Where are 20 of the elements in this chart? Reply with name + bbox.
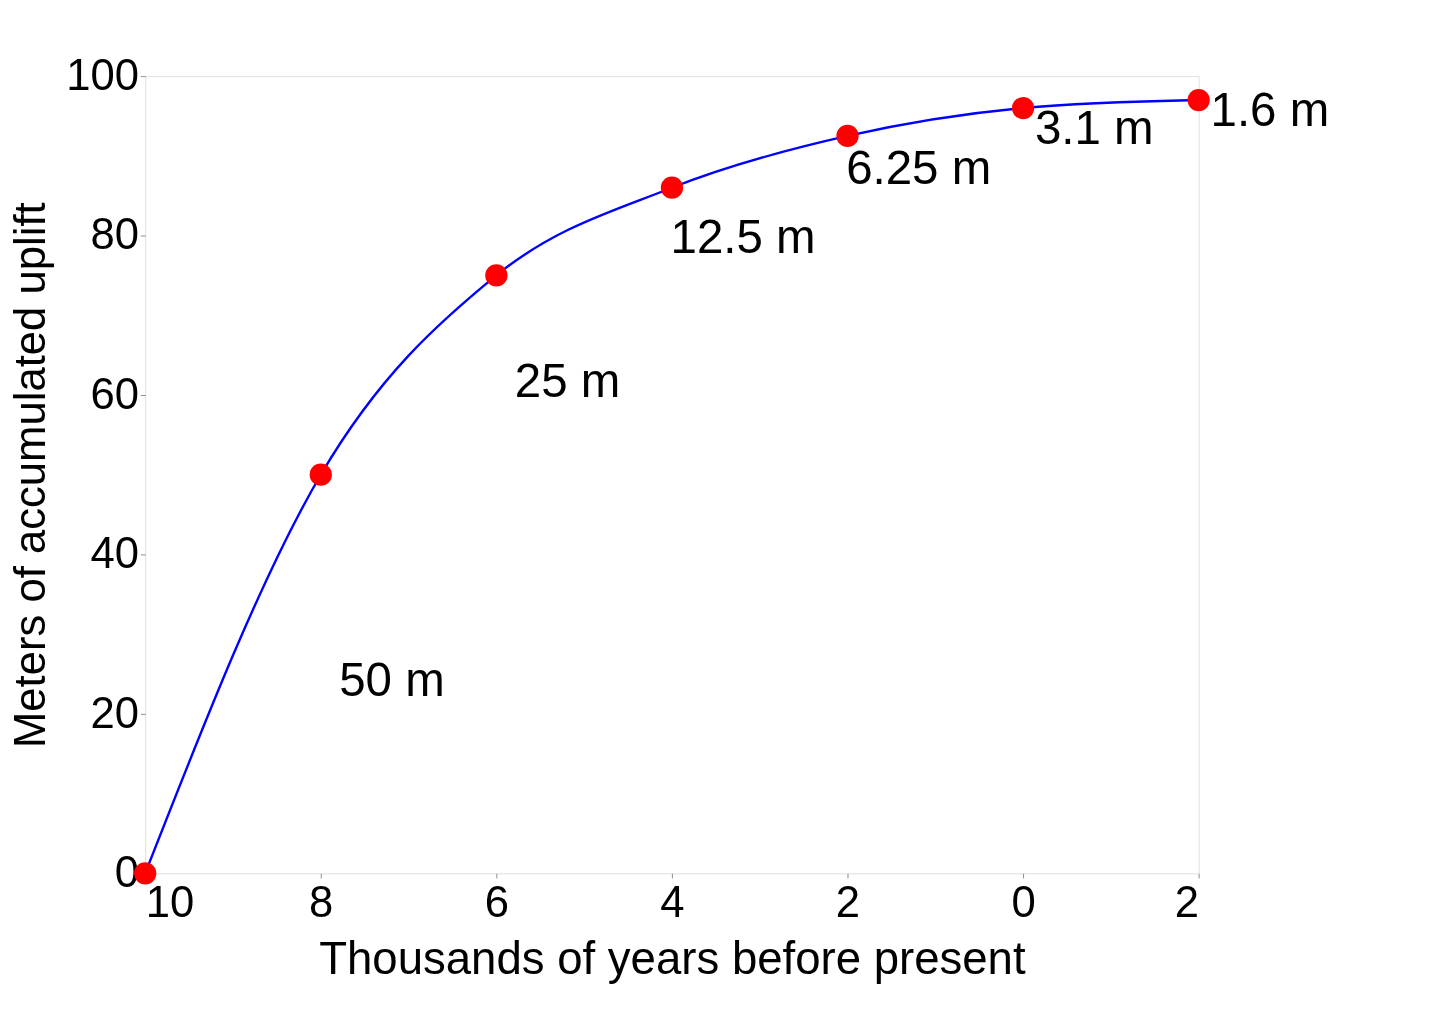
- x-tick-label: 6: [484, 876, 509, 926]
- x-tick-label: 10: [145, 876, 195, 926]
- annotation: 12.5 m: [670, 210, 816, 264]
- annotation: 3.1 m: [1034, 100, 1154, 154]
- x-tick-label: 4: [660, 876, 685, 926]
- y-tick-label: 100: [66, 49, 140, 99]
- x-tick-label: 0: [1011, 876, 1036, 926]
- x-tick-label: 2: [835, 876, 861, 926]
- annotation: 6.25 m: [846, 140, 992, 194]
- y-axis-title: Meters of accumulated uplift: [5, 202, 55, 749]
- text: 1.6 m: [1210, 82, 1330, 136]
- y-tick-label: 20: [90, 687, 140, 737]
- x-tick-label: 8: [309, 876, 334, 926]
- y-tick-label: 40: [90, 528, 140, 578]
- annotation: 25 m: [514, 353, 621, 407]
- annotation: 50 m: [339, 652, 445, 706]
- x-tick-label: 2: [1174, 876, 1200, 926]
- x-axis-title: Thousands of years before present: [319, 933, 1026, 985]
- y-tick-label: 80: [90, 209, 140, 259]
- y-tick-label: 60: [90, 368, 140, 418]
